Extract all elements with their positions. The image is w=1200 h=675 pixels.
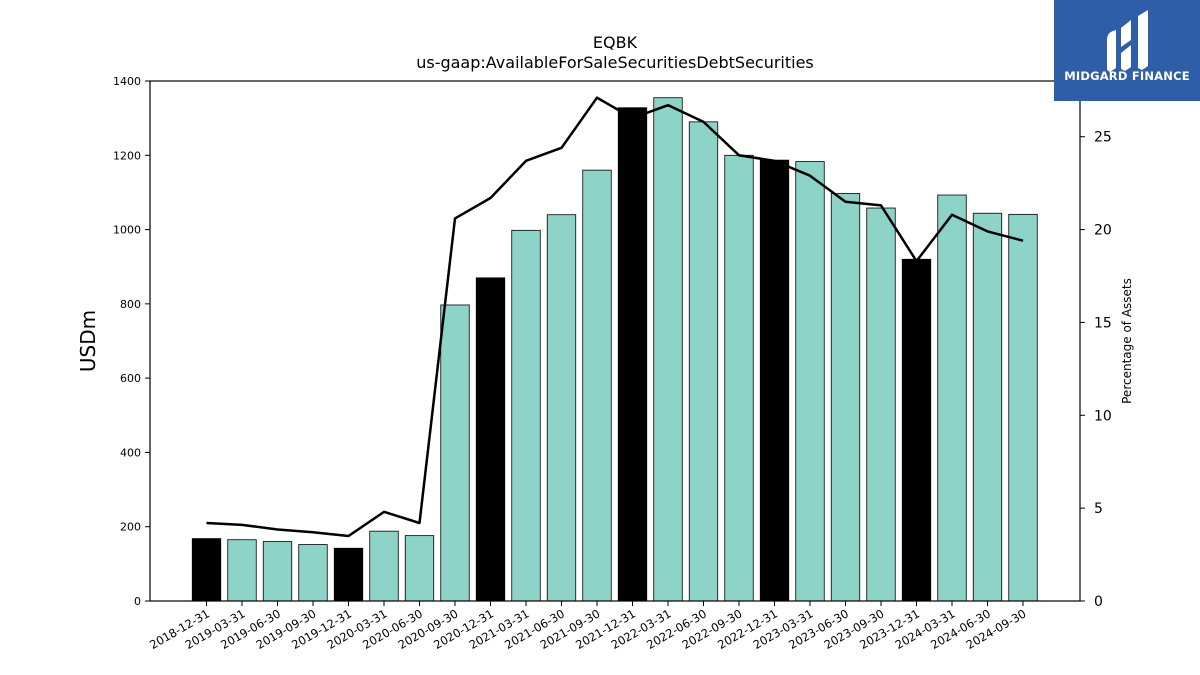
bar <box>653 97 683 602</box>
bar <box>191 538 222 602</box>
bar <box>298 544 328 602</box>
bar <box>582 169 612 602</box>
y2-tick-label: 15 <box>1094 315 1112 331</box>
bar <box>617 107 648 602</box>
y-tick-label: 600 <box>120 372 141 385</box>
bar <box>830 193 861 602</box>
midgard-logo-icon <box>1107 10 1148 72</box>
y-tick-label: 200 <box>120 521 141 534</box>
y-tick-label: 1400 <box>113 75 141 88</box>
plot-frame <box>149 80 1081 602</box>
bar <box>901 258 932 602</box>
y-tick-label: 0 <box>134 595 141 608</box>
y-tick-label: 400 <box>120 446 141 459</box>
bar <box>262 541 293 602</box>
y2-axis-label: Percentage of Assets <box>1120 278 1134 404</box>
logo-text: MIDGARD FINANCE <box>1064 69 1190 83</box>
bar <box>937 194 967 602</box>
y-tick-label: 800 <box>120 298 141 311</box>
chart-title: EQBK <box>593 33 638 52</box>
bar-series <box>191 97 1038 602</box>
bar <box>369 530 399 602</box>
bar <box>227 539 257 602</box>
y2-tick-label: 25 <box>1094 130 1112 146</box>
bar <box>724 154 754 602</box>
bar <box>440 304 470 602</box>
y-axis-label: USDm <box>76 310 100 372</box>
y2-tick-label: 10 <box>1094 408 1112 424</box>
bar <box>475 277 506 602</box>
bar <box>404 535 435 602</box>
bar <box>688 121 719 602</box>
bar <box>759 159 790 602</box>
chart-subtitle: us-gaap:AvailableForSaleSecuritiesDebtSe… <box>416 53 814 72</box>
bar <box>866 207 896 602</box>
bar <box>511 229 541 602</box>
bar <box>972 212 1003 602</box>
y2-tick-label: 20 <box>1094 223 1112 239</box>
line-path <box>206 96 1024 538</box>
line-series <box>206 96 1024 538</box>
y2-tick-label: 5 <box>1094 501 1103 517</box>
y-tick-label: 1000 <box>113 224 141 237</box>
bar <box>1008 213 1038 602</box>
midgard-logo: MIDGARD FINANCE <box>1054 0 1200 101</box>
bar <box>795 161 825 602</box>
y2-tick-label: 0 <box>1094 594 1103 610</box>
bar <box>333 547 364 602</box>
bar <box>546 214 577 602</box>
y-tick-label: 1200 <box>113 149 141 162</box>
